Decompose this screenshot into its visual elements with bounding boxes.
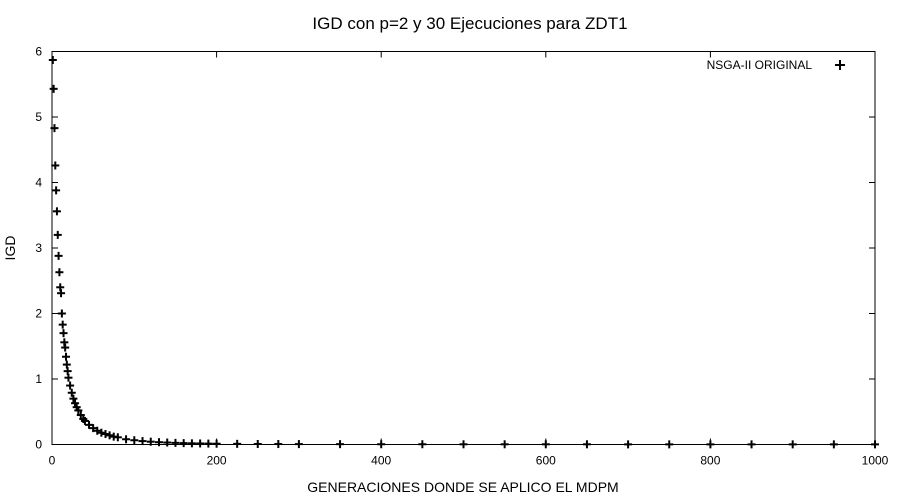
x-tick-label: 600 (536, 454, 556, 468)
data-point (85, 420, 94, 429)
data-point (58, 320, 67, 329)
data-point (212, 439, 221, 448)
data-point (59, 329, 68, 338)
data-point (67, 388, 76, 397)
data-point (146, 437, 155, 446)
y-tick-label: 4 (35, 176, 42, 190)
data-point (61, 352, 70, 361)
data-point (624, 440, 633, 449)
y-tick-label: 2 (35, 307, 42, 321)
legend-label: NSGA-II ORIGINAL (707, 58, 813, 72)
data-point (459, 440, 468, 449)
data-point (52, 186, 61, 195)
data-point (69, 394, 78, 403)
legend: NSGA-II ORIGINAL (707, 58, 845, 72)
data-point (50, 124, 59, 133)
x-tick-label: 1000 (862, 454, 889, 468)
y-tick-label: 6 (35, 45, 42, 59)
data-point (54, 251, 63, 260)
data-point (48, 56, 57, 65)
data-point (377, 440, 386, 449)
y-tick-label: 1 (35, 372, 42, 386)
data-point (541, 440, 550, 449)
data-point (55, 268, 64, 277)
data-point (829, 440, 838, 449)
data-point (89, 424, 98, 433)
data-point (64, 373, 73, 382)
data-point (52, 207, 61, 216)
data-point (74, 406, 83, 415)
data-point (163, 438, 172, 447)
y-tick-label: 0 (35, 438, 42, 452)
data-point (171, 438, 180, 447)
data-point (61, 343, 70, 352)
y-tick-label: 3 (35, 241, 42, 255)
x-tick-label: 0 (49, 454, 56, 468)
legend-marker-plus-icon (835, 60, 845, 70)
data-point (196, 439, 205, 448)
data-point (71, 399, 80, 408)
data-point (706, 440, 715, 449)
data-point (101, 430, 110, 439)
data-point (57, 309, 66, 318)
data-point (179, 439, 188, 448)
data-point (204, 439, 213, 448)
data-point (336, 440, 345, 449)
tick-labels: 0 200 400 600 800 1000 0 1 2 3 4 5 6 (35, 45, 888, 468)
data-points (48, 56, 879, 449)
data-point (418, 440, 427, 449)
data-point (93, 426, 102, 435)
data-point (747, 440, 756, 449)
y-tick-label: 5 (35, 110, 42, 124)
x-tick-label: 800 (700, 454, 720, 468)
data-point (154, 438, 163, 447)
data-point (122, 435, 131, 444)
data-point (51, 161, 60, 170)
data-point (66, 381, 75, 390)
data-point (233, 439, 242, 448)
plot-frame (51, 51, 876, 445)
data-point (49, 84, 58, 93)
data-point (274, 440, 283, 449)
data-point (138, 437, 147, 446)
data-point (113, 433, 122, 442)
data-point (253, 439, 262, 448)
axis-ticks (51, 51, 876, 445)
data-point (130, 436, 139, 445)
data-point (105, 431, 114, 440)
data-point (788, 440, 797, 449)
data-point (80, 416, 89, 425)
data-point (53, 230, 62, 239)
data-point (57, 289, 66, 298)
x-tick-label: 400 (371, 454, 391, 468)
x-tick-label: 200 (207, 454, 227, 468)
data-point (582, 440, 591, 449)
y-axis-label: IGD (2, 236, 18, 261)
data-point (665, 440, 674, 449)
data-point (187, 439, 196, 448)
data-point (871, 440, 879, 449)
data-point (500, 440, 509, 449)
data-point (97, 428, 106, 437)
data-point (294, 440, 303, 449)
x-axis-label: GENERACIONES DONDE SE APLICO EL MDPM (307, 479, 618, 495)
chart-title: IGD con p=2 y 30 Ejecuciones para ZDT1 (312, 14, 627, 33)
